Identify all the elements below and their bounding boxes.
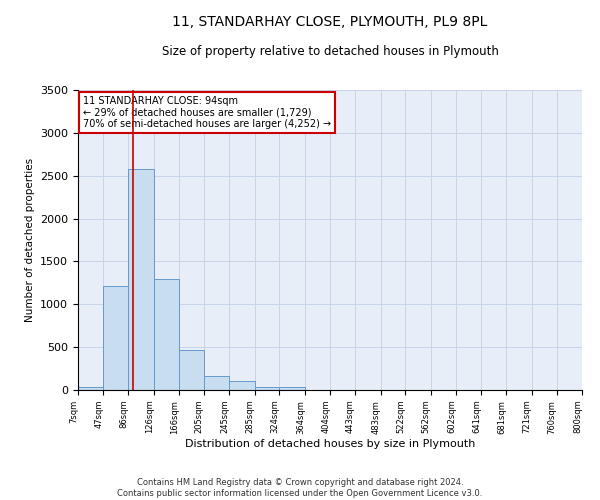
Text: 11 STANDARHAY CLOSE: 94sqm
← 29% of detached houses are smaller (1,729)
70% of s: 11 STANDARHAY CLOSE: 94sqm ← 29% of deta… [83, 96, 331, 129]
Bar [179, 350, 204, 390]
Text: 11, STANDARHAY CLOSE, PLYMOUTH, PL9 8PL: 11, STANDARHAY CLOSE, PLYMOUTH, PL9 8PL [172, 15, 488, 29]
Text: Contains HM Land Registry data © Crown copyright and database right 2024.
Contai: Contains HM Land Registry data © Crown c… [118, 478, 482, 498]
Bar [229, 380, 254, 390]
Bar [154, 278, 179, 390]
Bar [128, 169, 154, 390]
Bar [78, 388, 103, 390]
Bar [280, 388, 305, 390]
X-axis label: Distribution of detached houses by size in Plymouth: Distribution of detached houses by size … [185, 439, 475, 449]
Bar [103, 286, 128, 390]
Text: Size of property relative to detached houses in Plymouth: Size of property relative to detached ho… [161, 45, 499, 58]
Bar [254, 388, 280, 390]
Bar [204, 376, 229, 390]
Y-axis label: Number of detached properties: Number of detached properties [25, 158, 35, 322]
